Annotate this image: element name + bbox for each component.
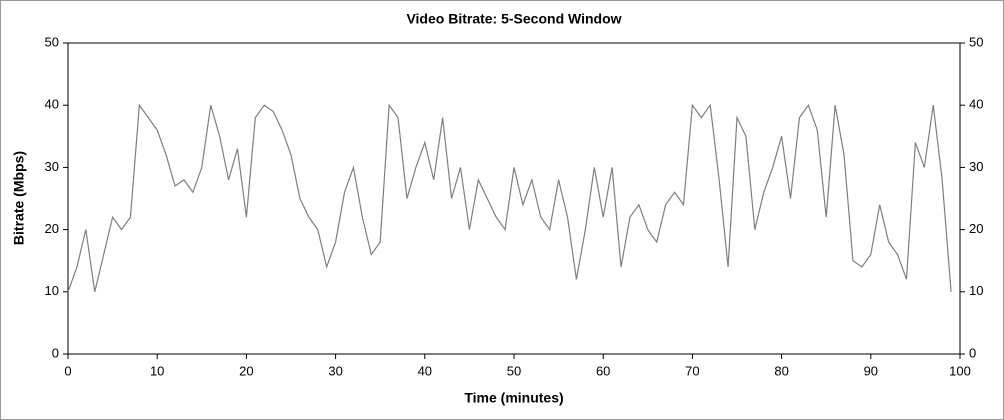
chart-title: Video Bitrate: 5-Second Window	[406, 11, 621, 27]
x-axis-label: Time (minutes)	[464, 390, 563, 406]
x-tick-label: 90	[864, 363, 878, 378]
x-tick-label: 70	[685, 363, 699, 378]
y-tick-label: 30	[45, 159, 59, 174]
y2-tick-label: 50	[969, 34, 983, 49]
y2-tick-label: 0	[969, 345, 976, 360]
y-tick-label: 40	[45, 97, 59, 112]
x-tick-label: 50	[507, 363, 521, 378]
y2-tick-label: 30	[969, 159, 983, 174]
x-tick-label: 20	[239, 363, 253, 378]
y2-tick-label: 10	[969, 283, 983, 298]
y-axis-label: Bitrate (Mbps)	[11, 151, 27, 245]
x-tick-label: 80	[774, 363, 788, 378]
y2-tick-label: 40	[969, 97, 983, 112]
y-tick-label: 50	[45, 34, 59, 49]
y2-tick-label: 20	[969, 221, 983, 236]
data-line	[67, 103, 952, 293]
y-tick-label: 0	[52, 345, 59, 360]
x-tick-label: 10	[150, 363, 164, 378]
x-tick-label: 60	[596, 363, 610, 378]
y-tick-label: 10	[45, 283, 59, 298]
x-tick-label: 30	[328, 363, 342, 378]
y-tick-label: 20	[45, 221, 59, 236]
x-tick-label: 100	[949, 363, 971, 378]
x-tick-label: 40	[418, 363, 432, 378]
x-tick-label: 0	[64, 363, 71, 378]
